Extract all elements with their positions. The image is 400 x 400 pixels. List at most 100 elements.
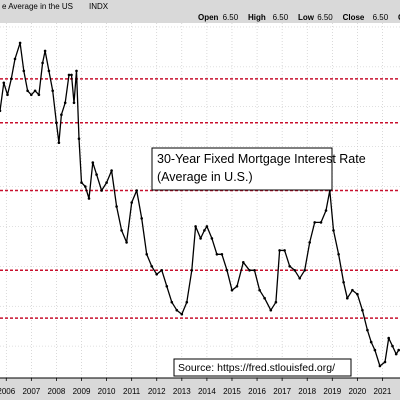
x-tick-label: 2017 — [273, 387, 291, 396]
data-point — [41, 61, 44, 65]
plot-area — [0, 23, 400, 378]
data-point — [75, 69, 78, 73]
data-point — [170, 300, 174, 304]
data-point — [135, 189, 138, 192]
data-point — [22, 69, 26, 73]
quote-value: 6.50 — [317, 13, 333, 22]
title-box-frame — [151, 147, 333, 191]
quote-label: Low — [298, 13, 315, 22]
x-tick-label: 2020 — [348, 387, 366, 396]
vertical-gridlines — [5, 23, 383, 378]
data-point — [366, 328, 369, 332]
quote-label: Chg — [398, 13, 400, 22]
x-tick-label: 2016 — [248, 387, 266, 396]
data-point — [80, 181, 83, 184]
x-tick-label: 2010 — [98, 387, 116, 396]
x-tick-label: 2012 — [148, 387, 166, 396]
index-tag: INDX — [89, 2, 109, 11]
data-point — [346, 296, 349, 300]
data-point — [63, 101, 67, 105]
data-point — [72, 101, 76, 105]
source-box-frame — [173, 358, 352, 377]
data-point — [125, 241, 128, 244]
data-point — [258, 288, 261, 292]
quote-label: Open — [198, 13, 219, 22]
data-point — [342, 281, 345, 284]
data-point — [110, 169, 113, 172]
data-point — [115, 205, 118, 208]
data-point — [383, 360, 387, 364]
data-point — [13, 57, 17, 61]
data-point — [47, 69, 51, 73]
data-point — [351, 288, 354, 292]
data-point — [10, 77, 13, 81]
data-point — [387, 336, 391, 340]
data-point — [105, 181, 108, 184]
plot-panel — [0, 23, 400, 379]
x-tick-label: 2015 — [223, 387, 241, 396]
data-point — [293, 269, 297, 272]
x-tick-label: 2013 — [173, 387, 191, 396]
quote-value: 6.50 — [373, 13, 389, 22]
data-point — [242, 261, 245, 264]
data-point — [87, 197, 91, 200]
data-point — [130, 201, 133, 204]
x-tick-label: 2008 — [48, 387, 66, 396]
data-point — [313, 221, 317, 224]
data-point — [337, 253, 340, 256]
data-point — [77, 137, 81, 140]
data-point — [175, 308, 179, 312]
x-tick-label: 2011 — [123, 387, 141, 396]
data-point — [95, 173, 98, 176]
data-point — [332, 229, 335, 232]
data-point — [145, 253, 148, 256]
data-point — [84, 185, 87, 188]
data-point — [199, 237, 202, 240]
quote-value: 6.50 — [273, 13, 289, 22]
data-point — [185, 300, 189, 304]
data-point — [253, 269, 256, 272]
data-point — [397, 348, 400, 352]
title-box: 30-Year Fixed Mortgage Interest Rate (Av… — [151, 147, 366, 191]
data-point — [215, 253, 219, 256]
data-point — [225, 269, 229, 272]
x-tick-label: 2006 — [0, 387, 16, 396]
data-point — [140, 217, 143, 220]
data-point — [33, 89, 37, 93]
data-point — [298, 277, 302, 280]
data-point — [324, 209, 328, 212]
data-point — [373, 348, 377, 352]
data-point — [278, 249, 281, 252]
data-point — [67, 73, 71, 77]
data-point — [319, 221, 323, 224]
data-point — [205, 225, 209, 228]
data-point — [361, 308, 364, 312]
horizontal-gridlines — [0, 26, 400, 347]
data-point — [30, 93, 33, 97]
data-point — [391, 344, 394, 348]
data-point — [18, 41, 22, 45]
data-point — [0, 109, 2, 113]
data-point — [150, 265, 153, 268]
data-point — [91, 161, 95, 164]
data-point — [120, 229, 123, 232]
data-point — [55, 121, 58, 124]
data-point — [180, 312, 184, 316]
data-point — [230, 288, 234, 292]
data-point — [194, 225, 197, 228]
data-point — [303, 269, 307, 272]
data-point — [283, 249, 286, 252]
data-point — [369, 340, 373, 344]
x-tick-label: 2019 — [323, 387, 341, 396]
data-point — [269, 308, 273, 312]
reference-lines — [0, 78, 400, 319]
source-note: Source: https://fred.stlouisfed.org/ — [178, 362, 335, 374]
data-point — [378, 364, 382, 368]
data-point — [160, 269, 164, 272]
x-axis-ticks: 2006 2007 2008 2009 2010 2011 2012 2013 2014 2015… — [0, 378, 392, 396]
data-point — [394, 352, 398, 356]
data-point — [203, 229, 206, 232]
data-point — [263, 296, 266, 300]
